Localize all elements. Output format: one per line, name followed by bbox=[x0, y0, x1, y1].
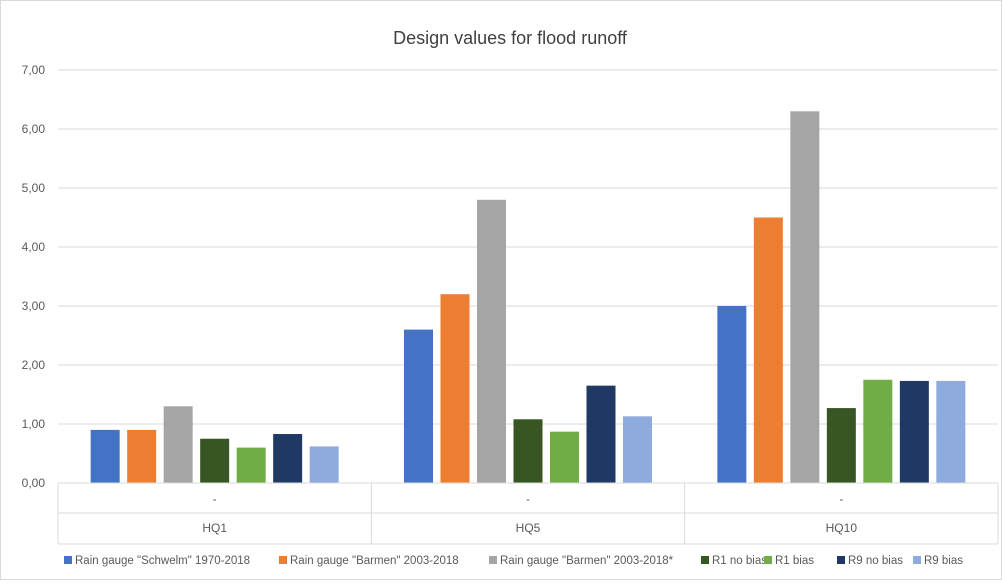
bar bbox=[514, 419, 543, 483]
bar bbox=[441, 294, 470, 483]
bar bbox=[477, 200, 506, 483]
legend-swatch bbox=[913, 556, 921, 564]
bar bbox=[936, 381, 965, 483]
legend-label: R1 bias bbox=[775, 555, 814, 567]
bar bbox=[790, 111, 819, 483]
bar bbox=[91, 430, 120, 483]
bar bbox=[127, 430, 156, 483]
chart-title: Design values for flood runoff bbox=[393, 28, 628, 48]
legend-swatch bbox=[64, 556, 72, 564]
legend: Rain gauge "Schwelm" 1970-2018 Rain gauge… bbox=[64, 555, 963, 567]
bar bbox=[900, 381, 929, 483]
y-tick-label: 6,00 bbox=[22, 122, 46, 136]
y-tick-label: 4,00 bbox=[22, 240, 46, 254]
legend-swatch bbox=[489, 556, 497, 564]
y-tick-label: 0,00 bbox=[22, 476, 46, 490]
legend-swatch bbox=[764, 556, 772, 564]
x-subcategory-label: - bbox=[526, 492, 530, 506]
bar bbox=[200, 439, 229, 483]
bar bbox=[273, 434, 302, 483]
bar bbox=[164, 406, 193, 483]
y-tick-label: 7,00 bbox=[22, 63, 46, 77]
bar bbox=[587, 386, 616, 483]
y-tick-label: 2,00 bbox=[22, 358, 46, 372]
bar bbox=[550, 432, 579, 483]
legend-label: R9 no bias bbox=[848, 555, 903, 567]
y-tick-label: 1,00 bbox=[22, 417, 46, 431]
y-tick-label: 3,00 bbox=[22, 299, 46, 313]
bar bbox=[623, 416, 652, 483]
y-tick-label: 5,00 bbox=[22, 181, 46, 195]
bar bbox=[754, 218, 783, 484]
bar bbox=[863, 380, 892, 483]
legend-label: R1 no bias bbox=[712, 555, 767, 567]
x-category-label: HQ10 bbox=[826, 521, 858, 535]
bar bbox=[237, 448, 266, 483]
legend-swatch bbox=[279, 556, 287, 564]
bar bbox=[404, 330, 433, 483]
legend-label: Rain gauge "Schwelm" 1970-2018 bbox=[75, 555, 250, 567]
bar bbox=[717, 306, 746, 483]
x-axis: - HQ1 - HQ5 - HQ10 bbox=[58, 483, 998, 544]
legend-label: R9 bias bbox=[924, 555, 963, 567]
x-subcategory-label: - bbox=[213, 492, 217, 506]
x-category-label: HQ1 bbox=[202, 521, 227, 535]
bar bbox=[310, 446, 339, 483]
legend-swatch bbox=[837, 556, 845, 564]
x-subcategory-label: - bbox=[839, 492, 843, 506]
bar-series bbox=[91, 111, 966, 483]
legend-swatch bbox=[701, 556, 709, 564]
x-category-label: HQ5 bbox=[516, 521, 541, 535]
legend-label: Rain gauge "Barmen" 2003-2018 bbox=[290, 555, 459, 567]
legend-label: Rain gauge "Barmen" 2003-2018* bbox=[500, 555, 674, 567]
bar bbox=[827, 408, 856, 483]
y-axis-tick-labels: 0,00 1,00 2,00 3,00 4,00 5,00 6,00 7,00 bbox=[22, 63, 46, 490]
